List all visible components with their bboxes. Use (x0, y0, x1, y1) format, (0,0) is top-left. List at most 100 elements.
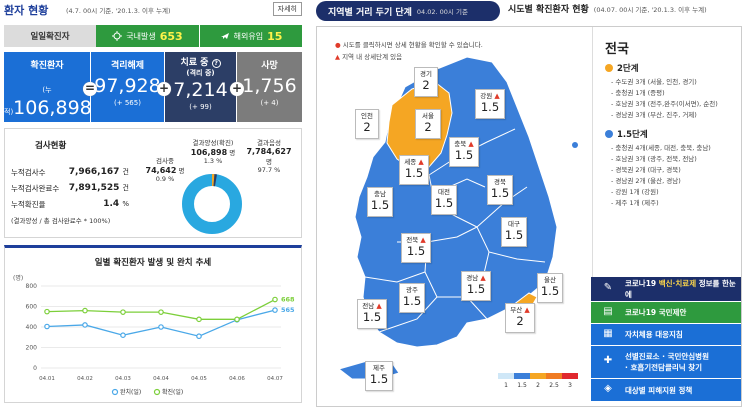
deaths-box: 사망 1,756 (+ 4) (236, 52, 302, 122)
treatment-title-text: 치료 중 (180, 58, 209, 68)
confirmed-value-row: (누적)106,898 (4, 75, 92, 119)
test-row-label: 누적검사완료수 (11, 184, 60, 193)
level15-item: - 충청권 4개(세종, 대전, 충북, 충남) (611, 144, 711, 152)
x-tick-label: 04.01 (39, 376, 55, 382)
region-card-sejong[interactable]: 세종 ▲ 1.5 (399, 155, 429, 185)
level-legend: 1 1.5 2 2.5 3 (498, 373, 578, 389)
y-unit-label: (명) (13, 274, 23, 282)
legend-swatch (562, 373, 578, 379)
legend-label: 2.5 (549, 382, 559, 389)
region-name: 경남 (466, 274, 479, 282)
region-card-jeonbuk[interactable]: 전북 ▲ 1.5 (401, 233, 431, 263)
warning-icon: ▲ (420, 236, 426, 244)
region-card-gangwon[interactable]: 강원 ▲ 1.5 (475, 89, 505, 119)
clinic-label-line2: · 호흡기전담클리닉 찾기 (625, 363, 703, 372)
region-card-seoul[interactable]: 서울 2 (415, 109, 441, 139)
data-point (196, 333, 202, 340)
test-row-label: 누적검사수 (11, 168, 46, 177)
vaccine-label-hl: 백신·치료제 (658, 279, 697, 288)
test-row-unit: 건 (122, 184, 129, 192)
region-level: 1.5 (434, 196, 454, 210)
legend-label: 1.5 (517, 382, 527, 389)
testing-pct: 0.9 % (155, 175, 175, 183)
region-card-jeonnam[interactable]: 전남 ▲ 1.5 (357, 299, 387, 329)
tab-distancing-level[interactable]: 지역별 거리 두기 단계 04.02. 00시 기준 (316, 1, 500, 21)
x-tick-label: 04.03 (115, 376, 131, 382)
help-icon[interactable]: ? (211, 59, 221, 68)
tab-region-confirmed[interactable]: 시도별 확진환자 현황 (04.07. 00시 기준, '20.1.3. 이후 … (508, 2, 707, 15)
document-icon: ▤ (603, 305, 613, 317)
legend-label: 1 (504, 382, 508, 389)
region-card-gwangju[interactable]: 광주 1.5 (399, 283, 425, 313)
tab-region-sub-text: 04.07. 00시 기준, '20.1.3. 이후 누계 (596, 5, 705, 14)
support-policy-button[interactable]: ◈ 대상별 피해지원 정책 (591, 379, 741, 401)
proposal-button[interactable]: ▤ 코로나19 국민제안 (591, 302, 741, 323)
syringe-icon: ✎ (603, 282, 613, 293)
region-card-ulsan[interactable]: 울산 1.5 (537, 273, 563, 303)
vaccine-info-button[interactable]: ✎ 코로나19 백신·치료제 정보를 한눈에 (591, 277, 741, 301)
domestic-cases: 국내발생 653 (96, 25, 199, 47)
region-card-gyeonggi[interactable]: 경기 2 (414, 67, 438, 97)
region-card-daegu[interactable]: 대구 1.5 (501, 217, 527, 247)
positive-value: 106,898 (190, 148, 228, 157)
region-level: 1.5 (466, 282, 486, 296)
legend-labels: 1 1.5 2 2.5 3 (498, 382, 578, 389)
tab-distancing-sub: 04.02. 00시 기준 (416, 8, 468, 16)
clinic-finder-button[interactable]: ✚ 선별진료소 · 국민안심병원 · 호흡기전담클리닉 찾기 (591, 346, 741, 378)
test-donut-chart (182, 174, 242, 234)
region-name: 경북 (494, 178, 506, 186)
region-level: 1.5 (504, 228, 524, 242)
treatment-delta: (+ 99) (189, 103, 212, 111)
region-card-gyeongbuk[interactable]: 경북 1.5 (487, 175, 513, 205)
guideline-button[interactable]: ▦ 자치체용 대응지침 (591, 324, 741, 345)
region-card-chungnam[interactable]: 충남 1.5 (367, 187, 393, 217)
panel-title: 환자 현황 (4, 4, 49, 17)
region-level: 1.5 (454, 148, 474, 162)
test-row-value: 1.4 % (103, 199, 129, 209)
data-point (272, 307, 278, 313)
region-name: 광주 (406, 286, 418, 294)
level15-item: - 강원 1개 (강원) (611, 188, 659, 196)
region-card-chungbuk[interactable]: 충북 ▲ 1.5 (449, 137, 479, 167)
test-note: (결과양성 / 총 검사완료수 * 100%) (11, 217, 111, 225)
map-note-click-text: 시도를 클릭하시면 상세 현황을 확인할 수 있습니다. (342, 41, 483, 49)
donut-testing-arc (182, 174, 242, 234)
legend-label: 확진(일) (162, 388, 183, 396)
warning-icon: ▲ (335, 53, 340, 61)
data-point (120, 332, 126, 339)
y-tick-label: 0 (33, 365, 37, 372)
overseas-cases: 해외유입 15 (199, 25, 302, 47)
overseas-label: 해외유입 (233, 31, 264, 41)
daily-confirmed-bar: 일일확진자 국내발생 653 해외유입 15 (4, 25, 302, 47)
domestic-label: 국내발생 (126, 31, 156, 41)
released-value: 97,928 (94, 75, 161, 97)
region-level: 2 (424, 120, 432, 134)
legend-swatch (546, 373, 562, 379)
warning-icon: ▲ (494, 92, 500, 100)
korea-map[interactable] (317, 27, 592, 407)
region-card-jeju[interactable]: 제주 1.5 (365, 361, 393, 391)
x-tick-label: 04.07 (267, 376, 283, 382)
vaccine-label-pre: 코로나19 (625, 279, 659, 288)
info-bullet-icon: ● (335, 41, 341, 49)
legend-swatch (530, 373, 546, 379)
testing-value: 74,642 (145, 166, 177, 175)
trend-title: 일별 확진환자 발생 및 완치 추세 (94, 258, 212, 268)
deaths-delta: (+ 4) (260, 99, 279, 107)
region-level: 1.5 (370, 198, 390, 212)
region-card-incheon[interactable]: 인천 2 (355, 109, 379, 139)
y-tick-label: 600 (26, 304, 38, 311)
more-button[interactable]: 자세히 (272, 2, 302, 16)
region-card-gyeongnam[interactable]: 경남 ▲ 1.5 (461, 271, 491, 301)
data-point (196, 316, 202, 323)
region-tabs: 지역별 거리 두기 단계 04.02. 00시 기준 시도별 확진환자 현황 (… (314, 0, 743, 22)
nation-title: 전국 (605, 42, 629, 57)
x-tick-label: 04.02 (77, 376, 93, 382)
plane-icon (220, 33, 229, 39)
region-level: 1.5 (404, 166, 424, 180)
region-card-busan[interactable]: 부산 ▲ 2 (505, 303, 535, 333)
region-card-daejeon[interactable]: 대전 1.5 (431, 185, 457, 215)
region-name: 세종 (404, 158, 417, 166)
map-region-ulleung[interactable] (572, 142, 578, 148)
